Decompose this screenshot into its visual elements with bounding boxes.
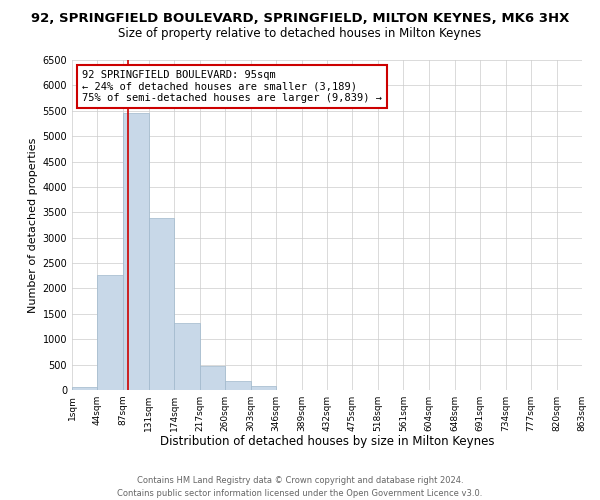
- Text: Contains HM Land Registry data © Crown copyright and database right 2024.
Contai: Contains HM Land Registry data © Crown c…: [118, 476, 482, 498]
- Bar: [123, 114, 149, 390]
- Bar: [175, 324, 200, 390]
- Text: Size of property relative to detached houses in Milton Keynes: Size of property relative to detached ho…: [118, 28, 482, 40]
- Bar: [149, 218, 175, 390]
- Bar: [72, 388, 97, 390]
- Text: 92, SPRINGFIELD BOULEVARD, SPRINGFIELD, MILTON KEYNES, MK6 3HX: 92, SPRINGFIELD BOULEVARD, SPRINGFIELD, …: [31, 12, 569, 26]
- Bar: [251, 386, 276, 390]
- Bar: [225, 380, 251, 390]
- Y-axis label: Number of detached properties: Number of detached properties: [28, 138, 38, 312]
- Bar: [97, 275, 123, 390]
- Bar: [200, 366, 225, 390]
- Text: 92 SPRINGFIELD BOULEVARD: 95sqm
← 24% of detached houses are smaller (3,189)
75%: 92 SPRINGFIELD BOULEVARD: 95sqm ← 24% of…: [82, 70, 382, 103]
- X-axis label: Distribution of detached houses by size in Milton Keynes: Distribution of detached houses by size …: [160, 436, 494, 448]
